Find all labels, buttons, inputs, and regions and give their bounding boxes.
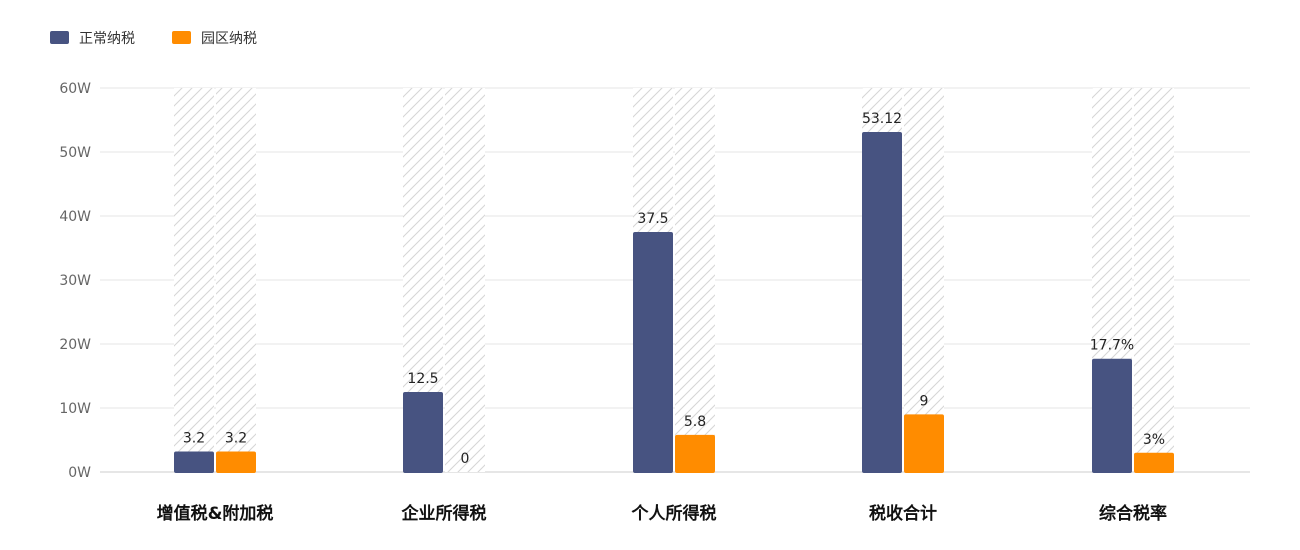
bar-value-label: 3.2 <box>183 431 205 447</box>
y-axis: 0W 10W 20W 30W 40W 50W 60W <box>59 81 91 481</box>
bar-value-label: 0 <box>461 451 470 467</box>
bar-park[interactable] <box>1134 452 1174 473</box>
x-axis: 增值税&附加税 企业所得税 个人所得税 税收合计 综合税率 <box>157 503 1167 524</box>
x-category-label: 增值税&附加税 <box>157 503 274 524</box>
bar-value-label: 5.8 <box>684 414 706 430</box>
background-bar <box>174 88 214 472</box>
background-bar <box>675 88 715 472</box>
y-tick-label: 10W <box>59 401 91 417</box>
background-bar <box>904 88 944 472</box>
y-tick-label: 60W <box>59 81 91 97</box>
bar-value-label: 53.12 <box>862 111 902 127</box>
legend-swatch-normal <box>50 31 69 44</box>
bar-value-label: 9 <box>920 393 929 409</box>
bar-normal[interactable] <box>174 451 214 473</box>
legend-label-park: 园区纳税 <box>201 31 257 47</box>
background-bar <box>216 88 256 472</box>
bar-value-label: 3.2 <box>225 431 247 447</box>
bar-normal[interactable] <box>403 392 443 473</box>
y-tick-label: 20W <box>59 337 91 353</box>
legend-swatch-park <box>172 31 191 44</box>
x-category-label: 税收合计 <box>869 503 937 524</box>
x-category-label: 企业所得税 <box>401 503 487 524</box>
y-tick-label: 30W <box>59 273 91 289</box>
y-tick-label: 40W <box>59 209 91 225</box>
legend-item-normal[interactable]: 正常纳税 <box>50 31 135 47</box>
bar-park[interactable] <box>675 434 715 473</box>
bar-park[interactable] <box>904 414 944 473</box>
legend: 正常纳税 园区纳税 <box>50 31 257 47</box>
x-category-label: 综合税率 <box>1099 503 1167 524</box>
bar-value-label: 17.7% <box>1090 338 1134 354</box>
bar-value-label: 37.5 <box>637 211 668 227</box>
y-tick-label: 0W <box>68 465 91 481</box>
bar-value-labels: 3.2 3.2 12.5 0 37.5 5.8 53.12 9 17.7% 3% <box>183 111 1165 467</box>
background-bar <box>445 88 485 472</box>
y-tick-label: 50W <box>59 145 91 161</box>
bar-park[interactable] <box>216 451 256 473</box>
bar-normal[interactable] <box>862 132 902 474</box>
bar-value-label: 12.5 <box>407 371 438 387</box>
bar-value-label: 3% <box>1143 432 1165 448</box>
bar-normal[interactable] <box>1092 358 1132 473</box>
legend-item-park[interactable]: 园区纳税 <box>172 31 257 47</box>
legend-label-normal: 正常纳税 <box>79 31 135 47</box>
background-bar <box>1134 88 1174 472</box>
bars <box>174 132 1174 474</box>
bar-normal[interactable] <box>633 232 673 473</box>
x-category-label: 个人所得税 <box>631 503 717 524</box>
